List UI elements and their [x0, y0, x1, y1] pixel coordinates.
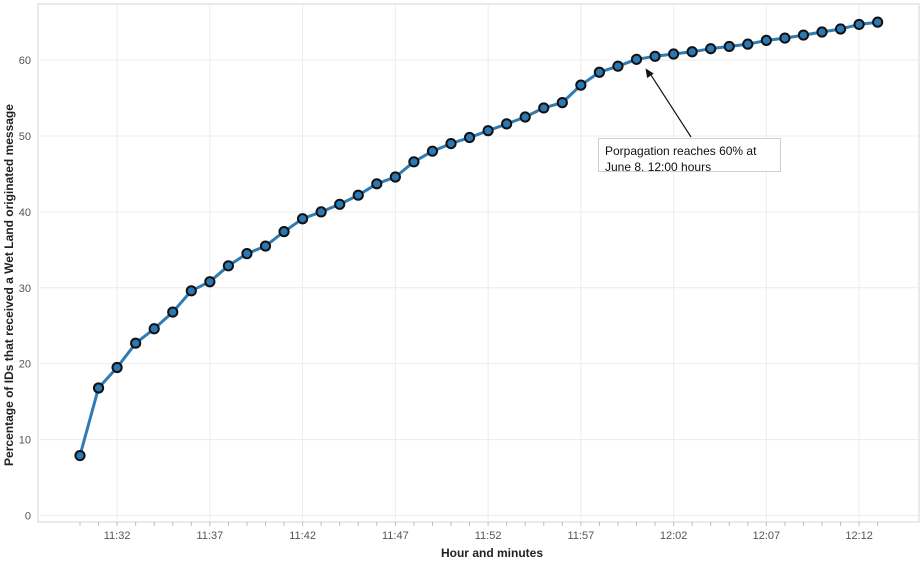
data-point: [723, 40, 735, 53]
data-point: [668, 48, 680, 60]
data-point: [334, 198, 346, 210]
data-point: [797, 29, 810, 41]
x-tick-label: 12:12: [845, 530, 873, 542]
data-point: [259, 240, 272, 252]
data-point: [575, 79, 587, 91]
y-axis-ticks: 0 10 20 30 40 50 60: [19, 55, 31, 522]
data-point: [445, 137, 457, 150]
data-point: [130, 337, 142, 349]
x-tick-label: 12:07: [753, 530, 781, 542]
data-point: [630, 53, 643, 65]
x-tick-label: 11:37: [196, 530, 223, 542]
data-point: [742, 38, 754, 50]
data-point: [297, 213, 309, 225]
x-tick-label: 11:42: [289, 530, 316, 542]
data-point: [649, 50, 661, 62]
annotation-text-line-1: Porpagation reaches 60% at: [605, 144, 757, 158]
data-point: [278, 226, 290, 238]
data-point: [222, 260, 234, 272]
data-point: [501, 118, 513, 130]
data-point: [482, 125, 494, 137]
data-point: [148, 323, 160, 335]
data-point: [872, 16, 884, 28]
data-point: [686, 46, 698, 58]
x-axis-ticks: 11:32 11:37 11:42 11:47 11:52 11:57 12:02 12:07…: [79, 522, 879, 542]
data-point: [760, 34, 772, 46]
y-tick-label: 30: [19, 283, 31, 295]
x-tick-label: 11:57: [567, 530, 594, 542]
data-point: [834, 23, 847, 35]
data-point: [408, 156, 420, 168]
annotation-box: Porpagation reaches 60% at June 8. 12:00…: [598, 138, 781, 174]
x-tick-label: 11:47: [382, 530, 409, 542]
x-tick-label: 11:32: [104, 530, 131, 542]
y-tick-label: 50: [19, 131, 31, 143]
data-point: [241, 248, 253, 260]
data-point: [779, 32, 791, 44]
annotation-arrow-head: [645, 68, 654, 79]
data-point: [352, 189, 364, 201]
annotation-arrow-shaft: [649, 74, 692, 138]
data-point: [167, 306, 179, 318]
data-point: [463, 131, 476, 144]
y-axis-title: Percentage of IDs that received a Wet La…: [2, 104, 16, 466]
y-tick-label: 20: [19, 359, 31, 371]
x-tick-label: 11:52: [475, 530, 502, 542]
data-point: [111, 361, 123, 374]
x-tick-label: 12:02: [660, 530, 688, 542]
y-tick-label: 10: [19, 435, 31, 447]
data-point: [92, 382, 105, 394]
data-point: [612, 60, 624, 72]
data-point: [315, 206, 327, 218]
data-point: [204, 276, 216, 288]
data-markers: [74, 16, 884, 462]
data-point: [853, 18, 865, 31]
data-point: [389, 171, 401, 183]
gridlines: [39, 5, 918, 521]
y-tick-label: 0: [25, 511, 31, 523]
data-point: [538, 102, 550, 114]
data-point: [519, 111, 531, 123]
data-point: [816, 26, 828, 38]
annotation-arrow: [645, 68, 692, 138]
data-point: [185, 285, 197, 297]
data-point: [556, 97, 568, 109]
data-point: [705, 43, 717, 55]
data-point: [593, 66, 606, 78]
y-tick-label: 40: [19, 207, 31, 219]
plot-area: [37, 3, 920, 523]
data-point: [74, 449, 86, 462]
x-axis-title: Hour and minutes: [441, 546, 543, 560]
annotation-text-line-2: June 8. 12:00 hours: [605, 160, 712, 174]
data-point: [426, 145, 439, 157]
y-tick-label: 60: [19, 55, 31, 67]
data-point: [371, 178, 383, 190]
